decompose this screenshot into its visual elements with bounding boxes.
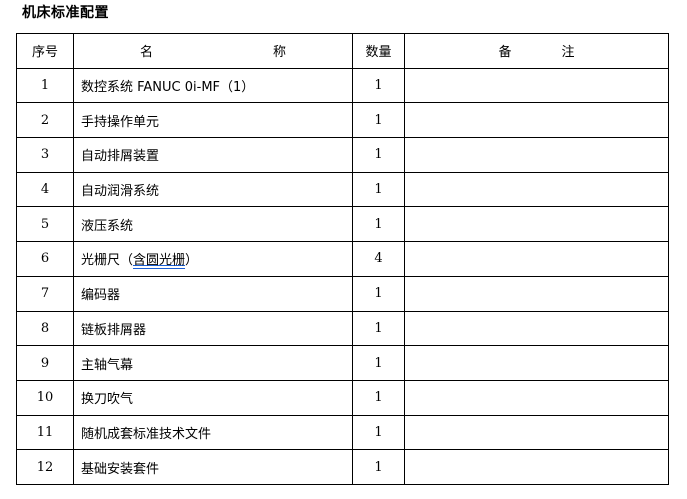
row-number: 2 <box>16 102 74 139</box>
row-name: 自动排屑装置 <box>73 137 353 173</box>
row-name: 编码器 <box>73 275 353 312</box>
table-row: 10 换刀吹气 1 <box>16 379 669 416</box>
table-row: 5 液压系统 1 <box>16 206 669 243</box>
table-row: 2 手持操作单元 1 <box>16 102 669 139</box>
row-quantity: 1 <box>352 102 405 139</box>
table-row: 3 自动排屑装置 1 <box>16 137 669 173</box>
row-name: 链板排屑器 <box>73 310 353 347</box>
row-quantity: 1 <box>352 449 405 485</box>
name-text: 光栅尺（ <box>81 253 134 269</box>
row-number: 4 <box>16 171 74 208</box>
row-remark <box>404 137 669 173</box>
row-quantity: 4 <box>352 241 405 277</box>
row-remark <box>404 102 669 139</box>
row-remark <box>404 275 669 312</box>
table-row: 9 主轴气幕 1 <box>16 345 669 381</box>
table-row: 1 数控系统 FANUC 0i-MF（1） 1 <box>16 67 669 104</box>
table-row: 4 自动润滑系统 1 <box>16 171 669 208</box>
header-remark: 备注 <box>404 33 669 69</box>
table-row: 11 随机成套标准技术文件 1 <box>16 414 669 451</box>
header-name-1: 名 <box>139 45 153 61</box>
row-name: 基础安装套件 <box>73 449 353 485</box>
standard-configuration-table: 序号 名称 数量 备注 1 数控系统 FANUC 0i-MF（1） 1 2 手持操作单元… <box>16 33 669 485</box>
row-number: 11 <box>16 414 74 451</box>
header-name-2: 称 <box>273 45 287 61</box>
row-quantity: 1 <box>352 345 405 381</box>
row-name: 随机成套标准技术文件 <box>73 414 353 451</box>
row-number: 12 <box>16 449 74 485</box>
row-number: 5 <box>16 206 74 243</box>
header-no: 序号 <box>16 33 74 69</box>
row-number: 10 <box>16 379 74 416</box>
row-remark <box>404 379 669 416</box>
row-quantity: 1 <box>352 67 405 104</box>
row-number: 3 <box>16 137 74 173</box>
row-name: 主轴气幕 <box>73 345 353 381</box>
row-name: 液压系统 <box>73 206 353 243</box>
row-name: 换刀吹气 <box>73 379 353 416</box>
row-remark <box>404 241 669 277</box>
row-quantity: 1 <box>352 206 405 243</box>
row-quantity: 1 <box>352 379 405 416</box>
row-name: 手持操作单元 <box>73 102 353 139</box>
table-row: 7 编码器 1 <box>16 275 669 312</box>
document-title: 机床标准配置 <box>22 5 109 21</box>
header-remark-2: 注 <box>561 45 575 61</box>
row-remark <box>404 310 669 347</box>
row-remark <box>404 67 669 104</box>
row-name: 自动润滑系统 <box>73 171 353 208</box>
row-number: 1 <box>16 67 74 104</box>
table-row: 6 光栅尺（含圆光栅） 4 <box>16 241 669 277</box>
row-quantity: 1 <box>352 137 405 173</box>
marked-text: 含圆光栅 <box>133 253 186 269</box>
row-name: 数控系统 FANUC 0i-MF（1） <box>73 67 353 104</box>
table-header-row: 序号 名称 数量 备注 <box>16 33 669 69</box>
name-text: ） <box>185 253 199 269</box>
row-remark <box>404 414 669 451</box>
table-row: 12 基础安装套件 1 <box>16 449 669 485</box>
row-number: 8 <box>16 310 74 347</box>
row-remark <box>404 206 669 243</box>
row-number: 6 <box>16 241 74 277</box>
header-remark-1: 备 <box>498 45 512 61</box>
row-name: 光栅尺（含圆光栅） <box>73 241 353 277</box>
row-remark <box>404 171 669 208</box>
row-quantity: 1 <box>352 310 405 347</box>
row-remark <box>404 345 669 381</box>
header-qty: 数量 <box>352 33 405 69</box>
row-quantity: 1 <box>352 275 405 312</box>
table-row: 8 链板排屑器 1 <box>16 310 669 347</box>
row-number: 9 <box>16 345 74 381</box>
row-quantity: 1 <box>352 414 405 451</box>
row-remark <box>404 449 669 485</box>
row-quantity: 1 <box>352 171 405 208</box>
header-name: 名称 <box>73 33 353 69</box>
row-number: 7 <box>16 275 74 312</box>
